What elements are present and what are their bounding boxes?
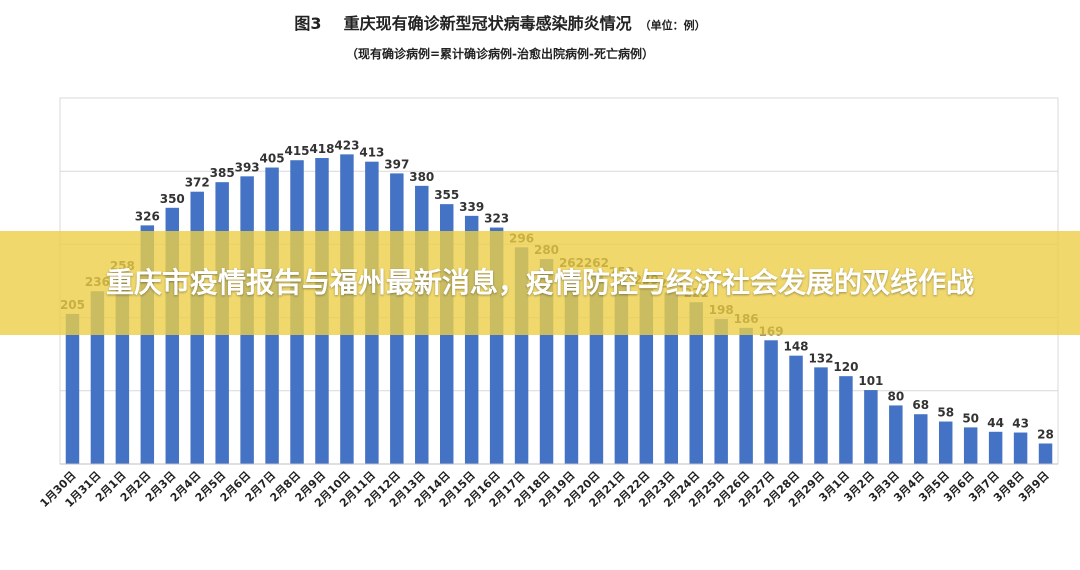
bar: [914, 414, 928, 464]
bar: [1013, 432, 1028, 464]
data-label: 44: [987, 416, 1004, 430]
data-label: 80: [887, 389, 904, 403]
bar: [739, 327, 753, 464]
data-label: 372: [185, 176, 210, 190]
data-label: 50: [962, 411, 979, 425]
tick-labels: 1月30日1月31日2月1日2月2日2月3日2月4日2月5日2月6日2月7日2月…: [38, 469, 1052, 510]
figure-number: 图3: [294, 14, 322, 33]
bar: [714, 319, 728, 464]
data-label: 120: [833, 360, 858, 374]
data-label: 393: [235, 160, 260, 174]
bar: [689, 302, 703, 464]
data-label: 28: [1037, 428, 1054, 442]
data-label: 132: [808, 351, 833, 365]
bar: [764, 340, 778, 464]
figure-title-text: 重庆现有确诊新型冠状病毒感染肺炎情况: [343, 14, 632, 33]
data-label: 380: [409, 170, 434, 184]
data-label: 68: [912, 398, 929, 412]
headline-banner: 重庆市疫情报告与福州最新消息，疫情防控与经济社会发展的双线作战: [0, 231, 1080, 335]
data-label: 418: [309, 142, 334, 156]
data-label: 405: [260, 152, 285, 166]
data-label: 350: [160, 192, 185, 206]
bar: [814, 367, 828, 464]
data-label: 413: [359, 146, 384, 160]
figure-subtitle: （现有确诊病例=累计确诊病例-治愈出院病例-死亡病例）: [345, 47, 655, 61]
bar: [938, 421, 953, 464]
bar: [1038, 443, 1053, 464]
data-label: 397: [384, 157, 409, 171]
bar: [889, 405, 903, 464]
data-label: 58: [937, 406, 954, 420]
figure-title: 图3 重庆现有确诊新型冠状病毒感染肺炎情况 （单位：例）: [0, 10, 1000, 34]
data-label: 101: [858, 374, 883, 388]
data-label: 43: [1012, 417, 1029, 431]
bar: [963, 427, 978, 464]
figure-unit: （单位：例）: [639, 19, 706, 32]
data-label: 355: [434, 188, 459, 202]
bar: [988, 431, 1003, 464]
data-label: 423: [334, 138, 359, 152]
data-label: 326: [135, 209, 160, 223]
bar: [864, 390, 878, 464]
data-label: 148: [783, 340, 808, 354]
bar: [664, 292, 679, 464]
bar: [839, 376, 853, 464]
headline-text[interactable]: 重庆市疫情报告与福州最新消息，疫情防控与经济社会发展的双线作战: [105, 266, 974, 299]
data-label: 323: [484, 212, 509, 226]
data-label: 385: [210, 166, 235, 180]
bar: [65, 313, 80, 464]
bar: [789, 355, 803, 464]
data-label: 415: [284, 144, 309, 158]
data-label: 339: [459, 200, 484, 214]
